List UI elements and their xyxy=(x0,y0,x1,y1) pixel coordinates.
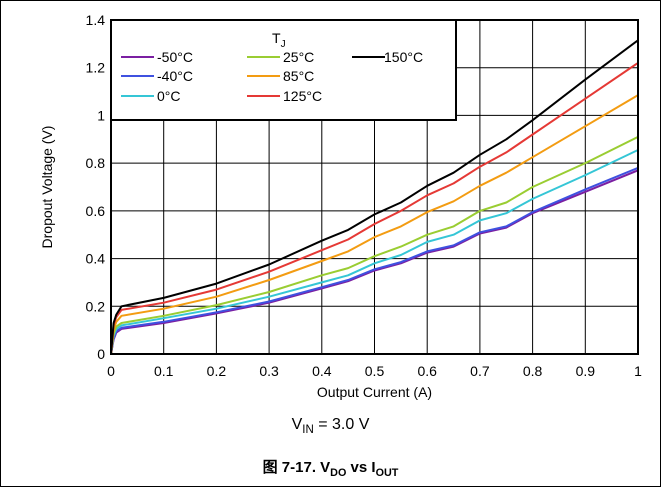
x-tick-label: 0.9 xyxy=(576,363,596,379)
x-tick-label: 0.5 xyxy=(365,363,385,379)
series-line-85C xyxy=(110,94,639,355)
x-tick-label: 0 xyxy=(107,363,115,379)
legend-title-subscript: J xyxy=(281,39,286,50)
legend-entry-label: 25°C xyxy=(283,49,314,65)
vin-prefix: V xyxy=(291,416,303,433)
y-tick-label: 0 xyxy=(97,346,105,362)
vin-subscript: IN xyxy=(302,424,314,437)
x-tick-label: 0.2 xyxy=(207,363,227,379)
axis-ticks: 0 0.1 0.2 0.3 0.4 0.5 0.6 0.7 0.8 0.9 1 0 0.2 0.4 0.6 0… xyxy=(86,12,643,379)
figure-caption: 图 7-17. VDO vs IOUT xyxy=(0,456,661,479)
dropout-voltage-chart: 0 0.1 0.2 0.3 0.4 0.5 0.6 0.7 0.8 0.9 1 0 0.2 0.4 0.6 0… xyxy=(39,12,643,400)
y-tick-label: 0.4 xyxy=(86,251,106,267)
series-line--40C xyxy=(110,166,639,355)
figure-mid: vs I xyxy=(346,459,376,476)
x-tick-label: 0.4 xyxy=(312,363,332,379)
legend-entry-label: -40°C xyxy=(157,68,193,84)
vin-value: = 3.0 V xyxy=(313,416,370,433)
legend-entry-label: 0°C xyxy=(157,88,181,104)
y-tick-label: 0.8 xyxy=(86,155,106,171)
legend-entry-label: 150°C xyxy=(384,49,423,65)
x-tick-label: 0.7 xyxy=(470,363,490,379)
series-lines xyxy=(110,39,639,355)
x-tick-label: 1 xyxy=(634,363,642,379)
y-tick-label: 1.2 xyxy=(86,60,106,76)
x-tick-label: 0.6 xyxy=(417,363,437,379)
figure-prefix: 图 7-17. V xyxy=(262,459,331,476)
y-axis-label: Dropout Voltage (V) xyxy=(39,126,55,249)
y-tick-label: 1.4 xyxy=(86,12,106,28)
y-tick-label: 0.6 xyxy=(86,203,106,219)
y-tick-label: 0.2 xyxy=(86,298,106,314)
series-line-150C xyxy=(110,39,639,355)
x-tick-label: 0.3 xyxy=(259,363,279,379)
series-line-25C xyxy=(110,136,639,355)
legend-entry-label: -50°C xyxy=(157,49,193,65)
y-tick-label: 1 xyxy=(97,107,105,123)
figure-subscript-out: OUT xyxy=(375,466,399,479)
legend-box xyxy=(110,19,457,121)
x-tick-label: 0.8 xyxy=(523,363,543,379)
x-tick-label: 0.1 xyxy=(154,363,174,379)
input-voltage-note: VIN = 3.0 V xyxy=(0,416,661,437)
x-axis-label: Output Current (A) xyxy=(317,384,432,400)
series-line-125C xyxy=(110,62,639,355)
figure-subscript-do: DO xyxy=(330,466,347,479)
legend-entry-label: 125°C xyxy=(283,88,322,104)
legend-entry-label: 85°C xyxy=(283,68,314,84)
series-line-0C xyxy=(110,149,639,355)
